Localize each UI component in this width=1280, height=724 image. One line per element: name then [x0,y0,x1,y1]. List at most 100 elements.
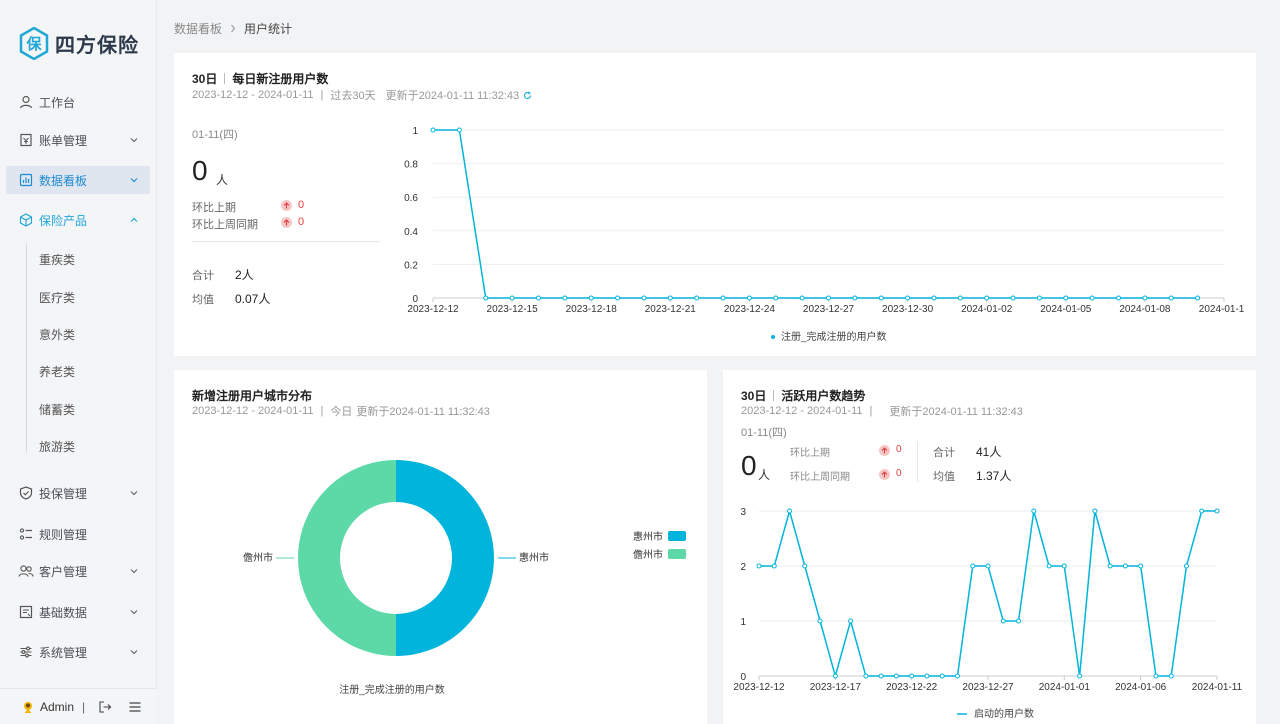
settings-icon [18,644,34,660]
data-point [832,673,838,679]
title-divider [773,390,775,401]
active-users-chart: 0 1 2 3 2023-12-12 2023-12-17 2023-12-22 2023-1… [733,507,1242,720]
data-point [1183,563,1189,569]
updated-time: 更新于2024-01-11 11:32:43 [356,406,490,418]
period-label: 30日 [741,389,767,403]
data-point [1016,618,1022,624]
submenu-item-critical-illness[interactable]: 重疾类 [39,253,76,267]
mom-value: 0 [298,199,305,211]
submenu-item-pension[interactable]: 养老类 [39,365,76,379]
card-subtitle: 2023-12-12 - 2024-01-11 | 更新于2024-01-11 … [741,405,1023,418]
breadcrumb-parent[interactable]: 数据看板 [174,22,223,36]
legend-label: 儋州市 [633,548,663,561]
y-tick-label: 3 [740,507,746,518]
y-tick-label: 0.8 [404,160,418,171]
mom-value: 0 [896,444,902,455]
divider [917,442,918,482]
y-tick-label: 1 [740,617,746,628]
current-value: 0 [741,450,757,481]
date-range: 2023-12-12 - 2024-01-11 [741,405,863,417]
brand-logo[interactable]: 保 四方保险 [19,27,139,60]
title-divider [224,73,226,84]
mom-label: 环比上期 [790,448,830,459]
x-tick-label: 2023-12-17 [810,682,862,693]
data-point [694,295,700,301]
x-tick-label: 2023-12-30 [882,304,934,315]
sidebar-item-policy-management[interactable]: 投保管理 [6,479,150,507]
x-tick-label: 2023-12-12 [407,304,459,315]
card-subtitle: 2023-12-12 - 2024-01-11 | 过去30天 更新于2024-… [192,87,532,103]
wow-value: 0 [298,216,305,228]
data-point [787,508,793,514]
data-point [1092,508,1098,514]
sidebar-item-label: 投保管理 [39,486,88,501]
legend-label: 惠州市 [633,530,663,543]
chevron-down-icon [130,178,138,183]
submenu-item-travel[interactable]: 旅游类 [39,440,76,454]
sidebar: 保 四方保险 工作台 账单管理 数据看板 保险产品 重疾类 医疗类 意外类 养老… [0,0,157,724]
data-point [1138,563,1144,569]
sidebar-item-insurance-products[interactable]: 保险产品 [6,206,150,234]
current-date: 01-11(四) [192,129,238,141]
x-tick-label: 2024-01-06 [1115,682,1167,693]
wow-label: 环比上周同期 [790,472,850,483]
data-point [1077,673,1083,679]
data-point [1061,563,1067,569]
sidebar-item-bills[interactable]: 账单管理 [6,126,150,154]
sidebar-item-customers[interactable]: 客户管理 [6,557,150,585]
arrow-up-icon [879,445,890,456]
admin-name[interactable]: Admin [40,699,75,714]
data-point [954,673,960,679]
brand-name: 四方保险 [55,35,139,57]
date-range: 2023-12-12 - 2024-01-11 [192,405,314,417]
avg-label: 均值 [933,471,955,483]
updated-time: 更新于2024-01-11 11:32:43 [385,90,520,102]
wow-label: 环比上周同期 [192,219,258,231]
logout-icon[interactable] [98,700,112,714]
y-tick-label: 0 [412,294,418,305]
data-point [939,673,945,679]
active-users-card: 30日 活跃用户数趋势 2023-12-12 - 2024-01-11 | 更新… [723,370,1256,724]
avatar-icon[interactable] [21,700,35,714]
data-point [667,295,673,301]
legend-marker [771,335,775,339]
submenu-item-savings[interactable]: 储蓄类 [39,403,76,417]
user-icon [18,94,34,110]
data-point [456,127,462,133]
current-unit: 人 [758,468,771,482]
sidebar-item-system[interactable]: 系统管理 [6,638,150,666]
time-scope: 过去30天 [330,90,376,102]
card-subtitle: 2023-12-12 - 2024-01-11 | 今日 更新于2024-01-… [192,405,490,418]
pie-slice [298,460,396,656]
refresh-icon[interactable] [523,90,532,100]
logo-icon: 保 [19,27,49,60]
submenu-item-accident[interactable]: 意外类 [39,328,76,342]
data-point [1036,295,1042,301]
data-point [924,673,930,679]
series-line [433,129,1198,299]
data-point [1142,295,1148,301]
sidebar-item-label: 保险产品 [39,213,88,228]
legend-swatch [668,549,686,559]
sidebar-item-dashboard[interactable]: 数据看板 [6,166,150,194]
dashboard-icon [18,172,34,188]
arrow-up-icon [281,200,292,211]
submenu-item-medical[interactable]: 医疗类 [39,291,76,305]
sidebar-item-rules[interactable]: 规则管理 [6,520,150,548]
x-tick-label: 2023-12-27 [803,304,855,315]
data-point [802,563,808,569]
data-point [746,295,752,301]
menu-icon[interactable] [128,700,142,714]
card-title: 30日 活跃用户数趋势 [741,387,865,404]
y-tick-label: 0.2 [404,260,418,271]
svg-text:保: 保 [25,35,42,53]
legend-swatch [668,531,686,541]
x-tick-label: 2023-12-22 [886,682,938,693]
sidebar-item-workbench[interactable]: 工作台 [6,88,150,116]
data-point [863,673,869,679]
total-value: 2人 [235,268,254,282]
sidebar-item-basic-data[interactable]: 基础数据 [6,598,150,626]
sidebar-footer: Admin | [0,688,157,724]
data-point [893,673,899,679]
